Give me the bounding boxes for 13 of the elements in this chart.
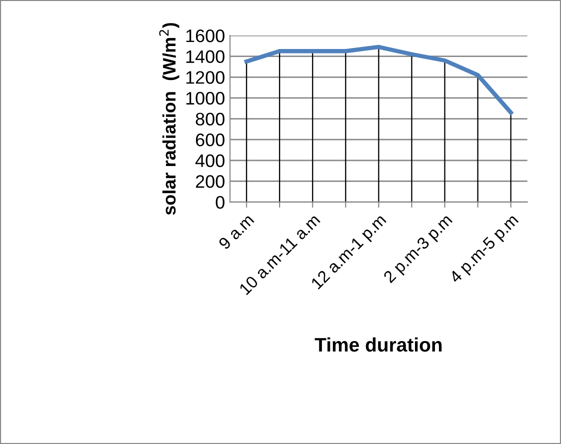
x-axis-title: Time duration <box>314 337 442 352</box>
y-tick-label: 1200 <box>186 71 224 84</box>
y-tick-label: 1400 <box>186 50 224 64</box>
y-tick-label: 800 <box>196 112 224 126</box>
line-series <box>244 44 513 115</box>
y-tick-label: 0 <box>216 196 224 209</box>
y-tick-label: 600 <box>196 134 224 146</box>
x-tick-label: 9 a.m <box>218 214 254 250</box>
y-axis-title: solar radiation (W/m$^{2}$) <box>159 23 180 215</box>
y-tick-label: 400 <box>195 154 224 168</box>
y-tick-label: 1600 <box>186 29 224 42</box>
y-tick-label: 200 <box>196 175 224 188</box>
y-tick-label: 1000 <box>186 92 224 105</box>
